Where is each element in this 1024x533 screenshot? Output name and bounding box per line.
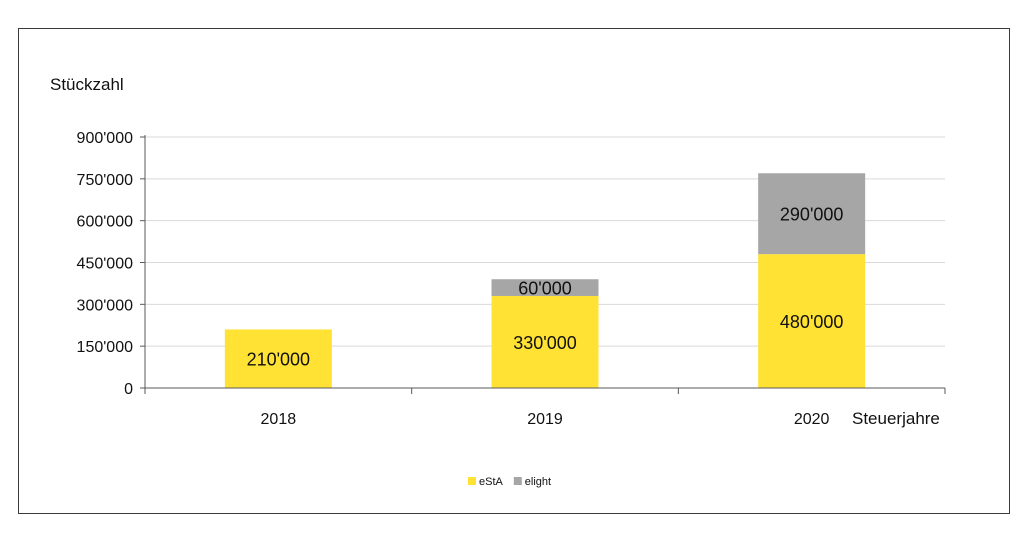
bar-esta-2020 <box>758 254 866 388</box>
bar-esta-2018 <box>224 329 332 388</box>
y-tick-label: 750'000 <box>77 172 134 189</box>
data-label: 480'000 <box>780 312 844 332</box>
legend: eStA elight <box>468 476 551 488</box>
axes: 0 150'000 300'000 450'000 600'000 750'000 900'… <box>77 130 946 428</box>
data-label: 60'000 <box>518 279 572 299</box>
y-tick-label: 300'000 <box>77 297 134 314</box>
data-label: 290'000 <box>780 205 844 225</box>
y-tick-label: 450'000 <box>77 256 134 273</box>
y-axis-title: Stückzahl <box>50 75 124 94</box>
y-tick-label: 150'000 <box>77 339 134 356</box>
x-tick-label: 2019 <box>527 411 563 428</box>
legend-swatch <box>513 477 522 485</box>
y-tick-label: 0 <box>124 381 133 398</box>
bar-elight-2019 <box>491 279 599 296</box>
y-tick-label: 900'000 <box>77 130 134 147</box>
y-tick-label: 600'000 <box>77 214 134 231</box>
data-label: 330'000 <box>513 333 577 353</box>
legend-label: elight <box>525 476 551 488</box>
data-label: 210'000 <box>247 350 311 370</box>
bar-esta-2019 <box>491 295 599 388</box>
chart-frame <box>18 28 1010 514</box>
x-axis-title: Steuerjahre <box>852 409 940 428</box>
data-labels: 210'000 330'000 60'000 480'000 290'000 <box>247 205 844 370</box>
legend-swatch <box>468 477 476 485</box>
bar-elight-2020 <box>758 173 866 255</box>
bars <box>224 173 866 388</box>
x-tick-label: 2020 <box>794 411 830 428</box>
x-tick-label: 2018 <box>261 411 297 428</box>
legend-label: eStA <box>479 476 504 488</box>
